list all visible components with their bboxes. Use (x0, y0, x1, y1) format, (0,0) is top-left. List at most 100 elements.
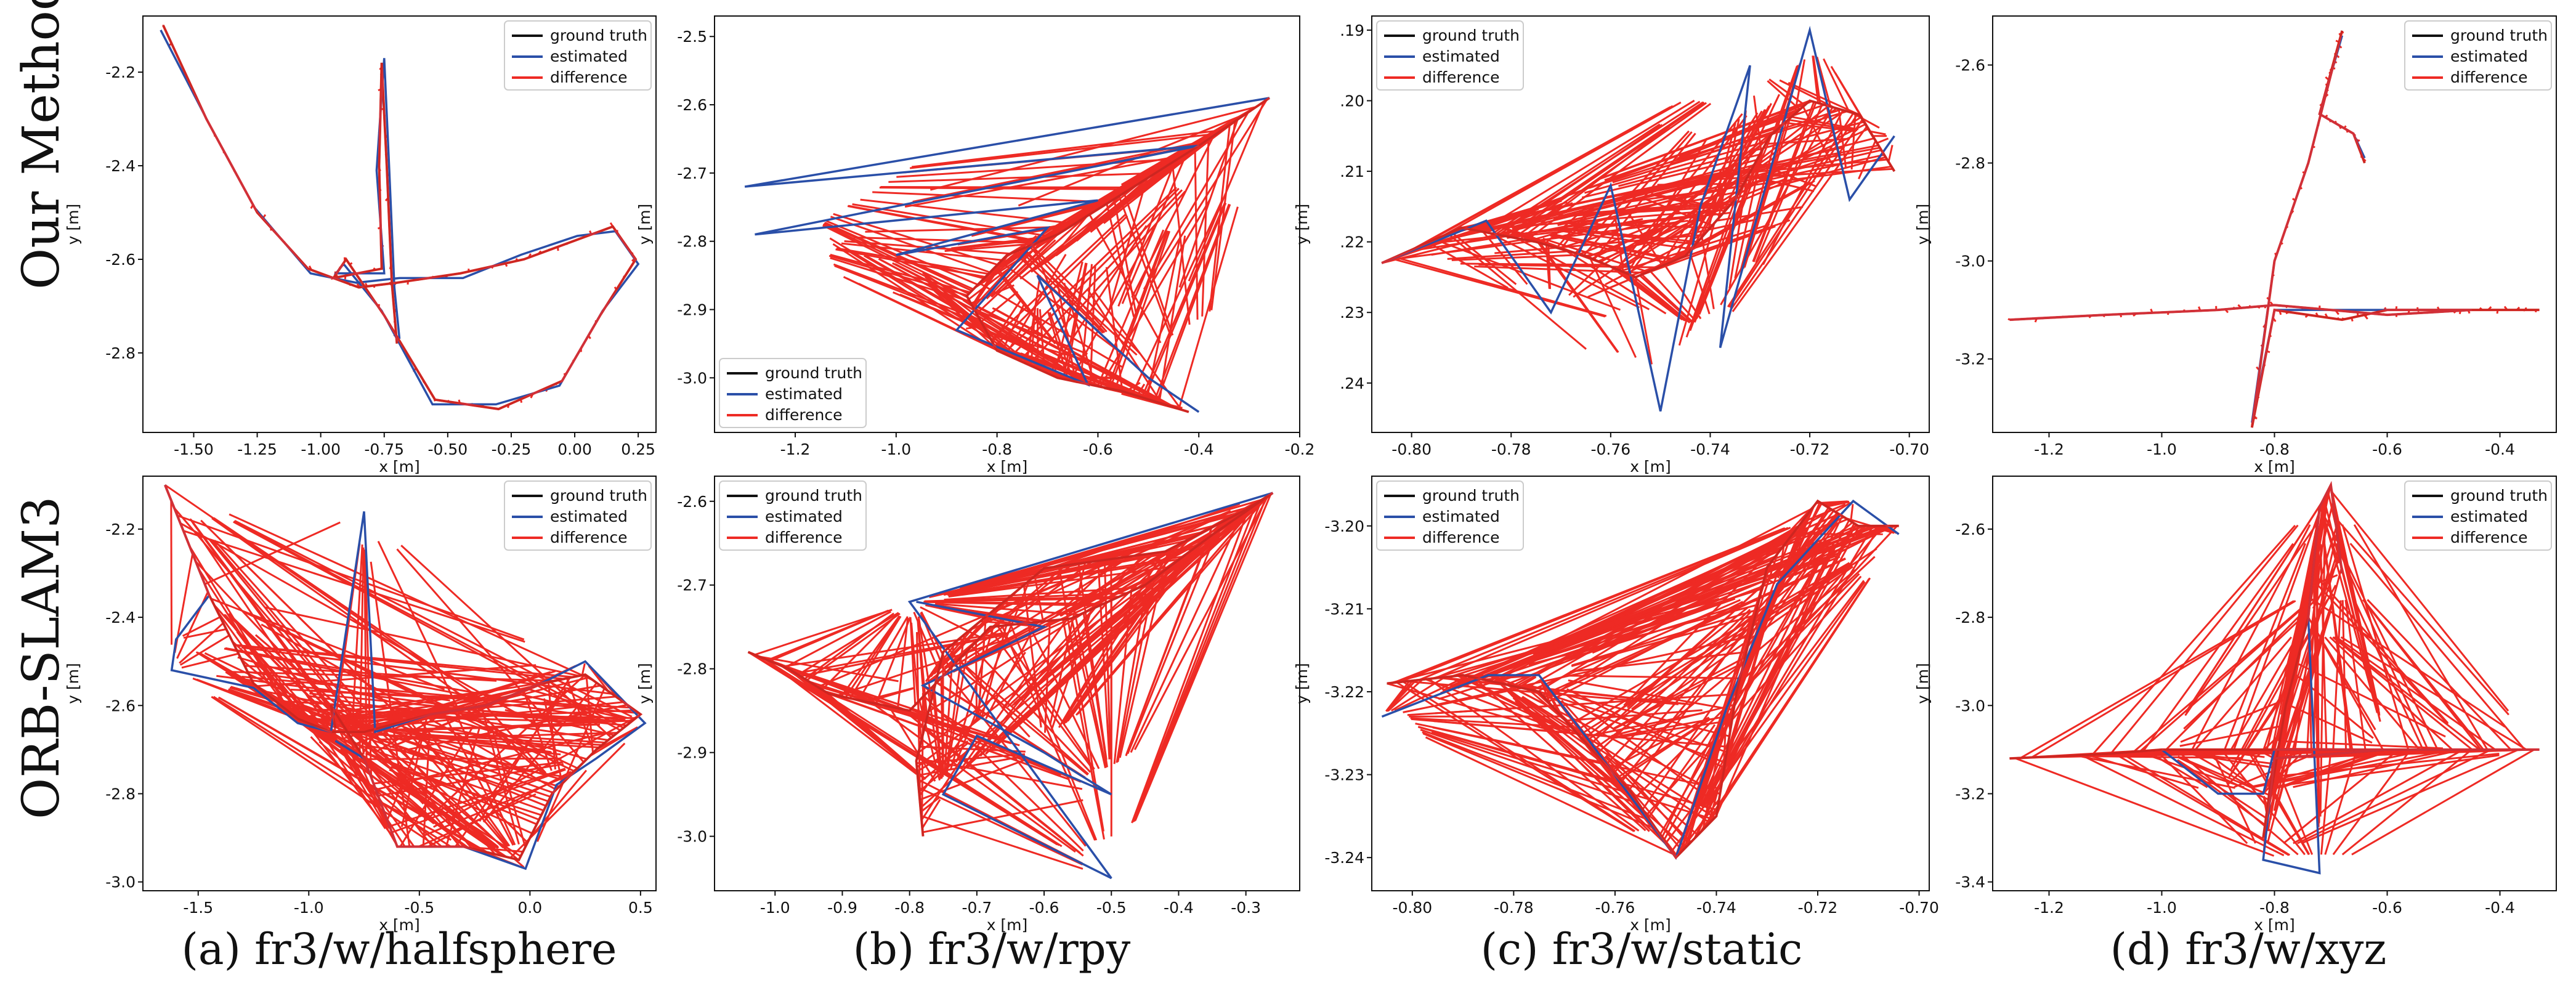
x-axis-label: x [m] (2254, 458, 2295, 476)
difference-segment (888, 705, 936, 782)
difference-overlay (2009, 480, 2540, 838)
difference-segment (1595, 609, 1751, 755)
difference-segment (378, 763, 564, 797)
x-tick-label: -0.8 (894, 899, 925, 917)
difference-segment (2320, 505, 2378, 713)
difference-segment (391, 768, 566, 833)
x-tick-label: -0.6 (2372, 899, 2402, 917)
difference-segment (921, 799, 941, 829)
estimated-line (907, 492, 1273, 880)
legend-box (2404, 20, 2552, 91)
difference-segment (2332, 600, 2342, 754)
difference-segment (1744, 105, 1829, 172)
difference-segment (418, 793, 537, 848)
row-label-our-method: Our Method (12, 0, 71, 290)
difference-segment (2340, 636, 2527, 751)
difference-segment (589, 727, 638, 757)
difference-segment (1619, 718, 1711, 780)
difference-segment (969, 513, 1228, 631)
x-tick-label: -1.0 (294, 899, 324, 917)
difference-segment (2272, 501, 2334, 750)
x-tick-label: -0.78 (1494, 899, 1534, 917)
caption-static: (c) fr3/w/static (1480, 924, 1803, 975)
difference-segment (1740, 128, 1780, 272)
x-axis-label: x [m] (987, 458, 1028, 476)
legend-estimated-label: estimated (2450, 47, 2528, 65)
difference-segment (1143, 202, 1227, 399)
y-tick-label: -3.2 (1955, 351, 1985, 368)
difference-segment (1706, 577, 1871, 827)
y-tick-label: -2.8 (677, 660, 707, 678)
x-tick-label: -0.70 (1889, 440, 1929, 458)
difference-segment (2250, 749, 2311, 856)
difference-segment (341, 721, 499, 848)
x-tick-label: -1.2 (2034, 440, 2064, 458)
y-tick-label: -2.5 (677, 28, 707, 46)
difference-segment (1158, 235, 1186, 403)
x-tick-label: -0.4 (1164, 899, 1194, 917)
difference-segment (264, 606, 580, 677)
y-tick-label: -2.4 (105, 157, 136, 175)
difference-segment (918, 651, 1026, 796)
difference-segment (2332, 749, 2412, 856)
legend: ground truth estimated difference (719, 358, 867, 428)
difference-segment (1507, 101, 1705, 238)
x-tick-label: 0.00 (557, 440, 592, 458)
difference-segment (2336, 543, 2439, 750)
difference-segment (2324, 749, 2358, 855)
y-tick-label: .23 (1340, 304, 1364, 322)
difference-segment (926, 262, 984, 280)
difference-segment (227, 614, 335, 724)
difference-segment (1715, 548, 1834, 816)
difference-segment (1119, 549, 1170, 758)
difference-segment (2075, 754, 2235, 789)
difference-segment (911, 129, 1222, 168)
difference-segment (2349, 543, 2525, 750)
difference-segment (1550, 234, 1669, 264)
y-tick-label: .22 (1340, 233, 1364, 251)
difference-segment (2296, 662, 2446, 738)
difference-segment (1605, 232, 1707, 286)
difference-segment (923, 728, 1084, 857)
difference-segment (581, 663, 586, 676)
difference-segment (1788, 81, 1860, 116)
difference-segment (1000, 261, 1130, 360)
difference-segment (2341, 524, 2410, 750)
plot-area (2007, 30, 2540, 428)
difference-segment (445, 726, 481, 847)
difference-segment (1427, 241, 1509, 289)
legend: ground truth estimated difference (2404, 480, 2552, 551)
y-tick-label: .21 (1340, 163, 1364, 180)
x-tick-label: -1.0 (2147, 899, 2177, 917)
difference-segment (833, 213, 998, 266)
difference-segment (920, 796, 941, 813)
y-tick-label: -3.0 (105, 873, 136, 891)
difference-segment (909, 132, 1217, 169)
legend: ground truth estimated difference (719, 480, 867, 551)
difference-segment (1612, 662, 1744, 731)
difference-segment (912, 140, 1206, 203)
difference-segment (879, 258, 1130, 395)
difference-segment (1387, 679, 1424, 712)
difference-segment (1069, 227, 1155, 381)
difference-segment (1876, 137, 1889, 144)
difference-segment (1701, 237, 1715, 309)
difference-segment (183, 628, 227, 639)
difference-segment (917, 616, 933, 700)
difference-segment (2312, 572, 2449, 724)
difference-segment (2081, 754, 2285, 856)
difference-segment (1757, 123, 1866, 179)
difference-segment (1118, 195, 1172, 337)
difference-segment (1210, 121, 1236, 310)
difference-segment (339, 744, 370, 772)
difference-segment (351, 544, 363, 732)
difference-segment (2301, 748, 2519, 845)
difference-segment (2177, 756, 2269, 801)
difference-overlay (1387, 499, 1899, 860)
y-tick-label: -2.6 (1955, 57, 1985, 75)
difference-segment (853, 236, 1037, 244)
difference-segment (1703, 525, 1860, 809)
difference-segment (228, 613, 340, 719)
y-tick-label: -2.7 (677, 164, 707, 182)
